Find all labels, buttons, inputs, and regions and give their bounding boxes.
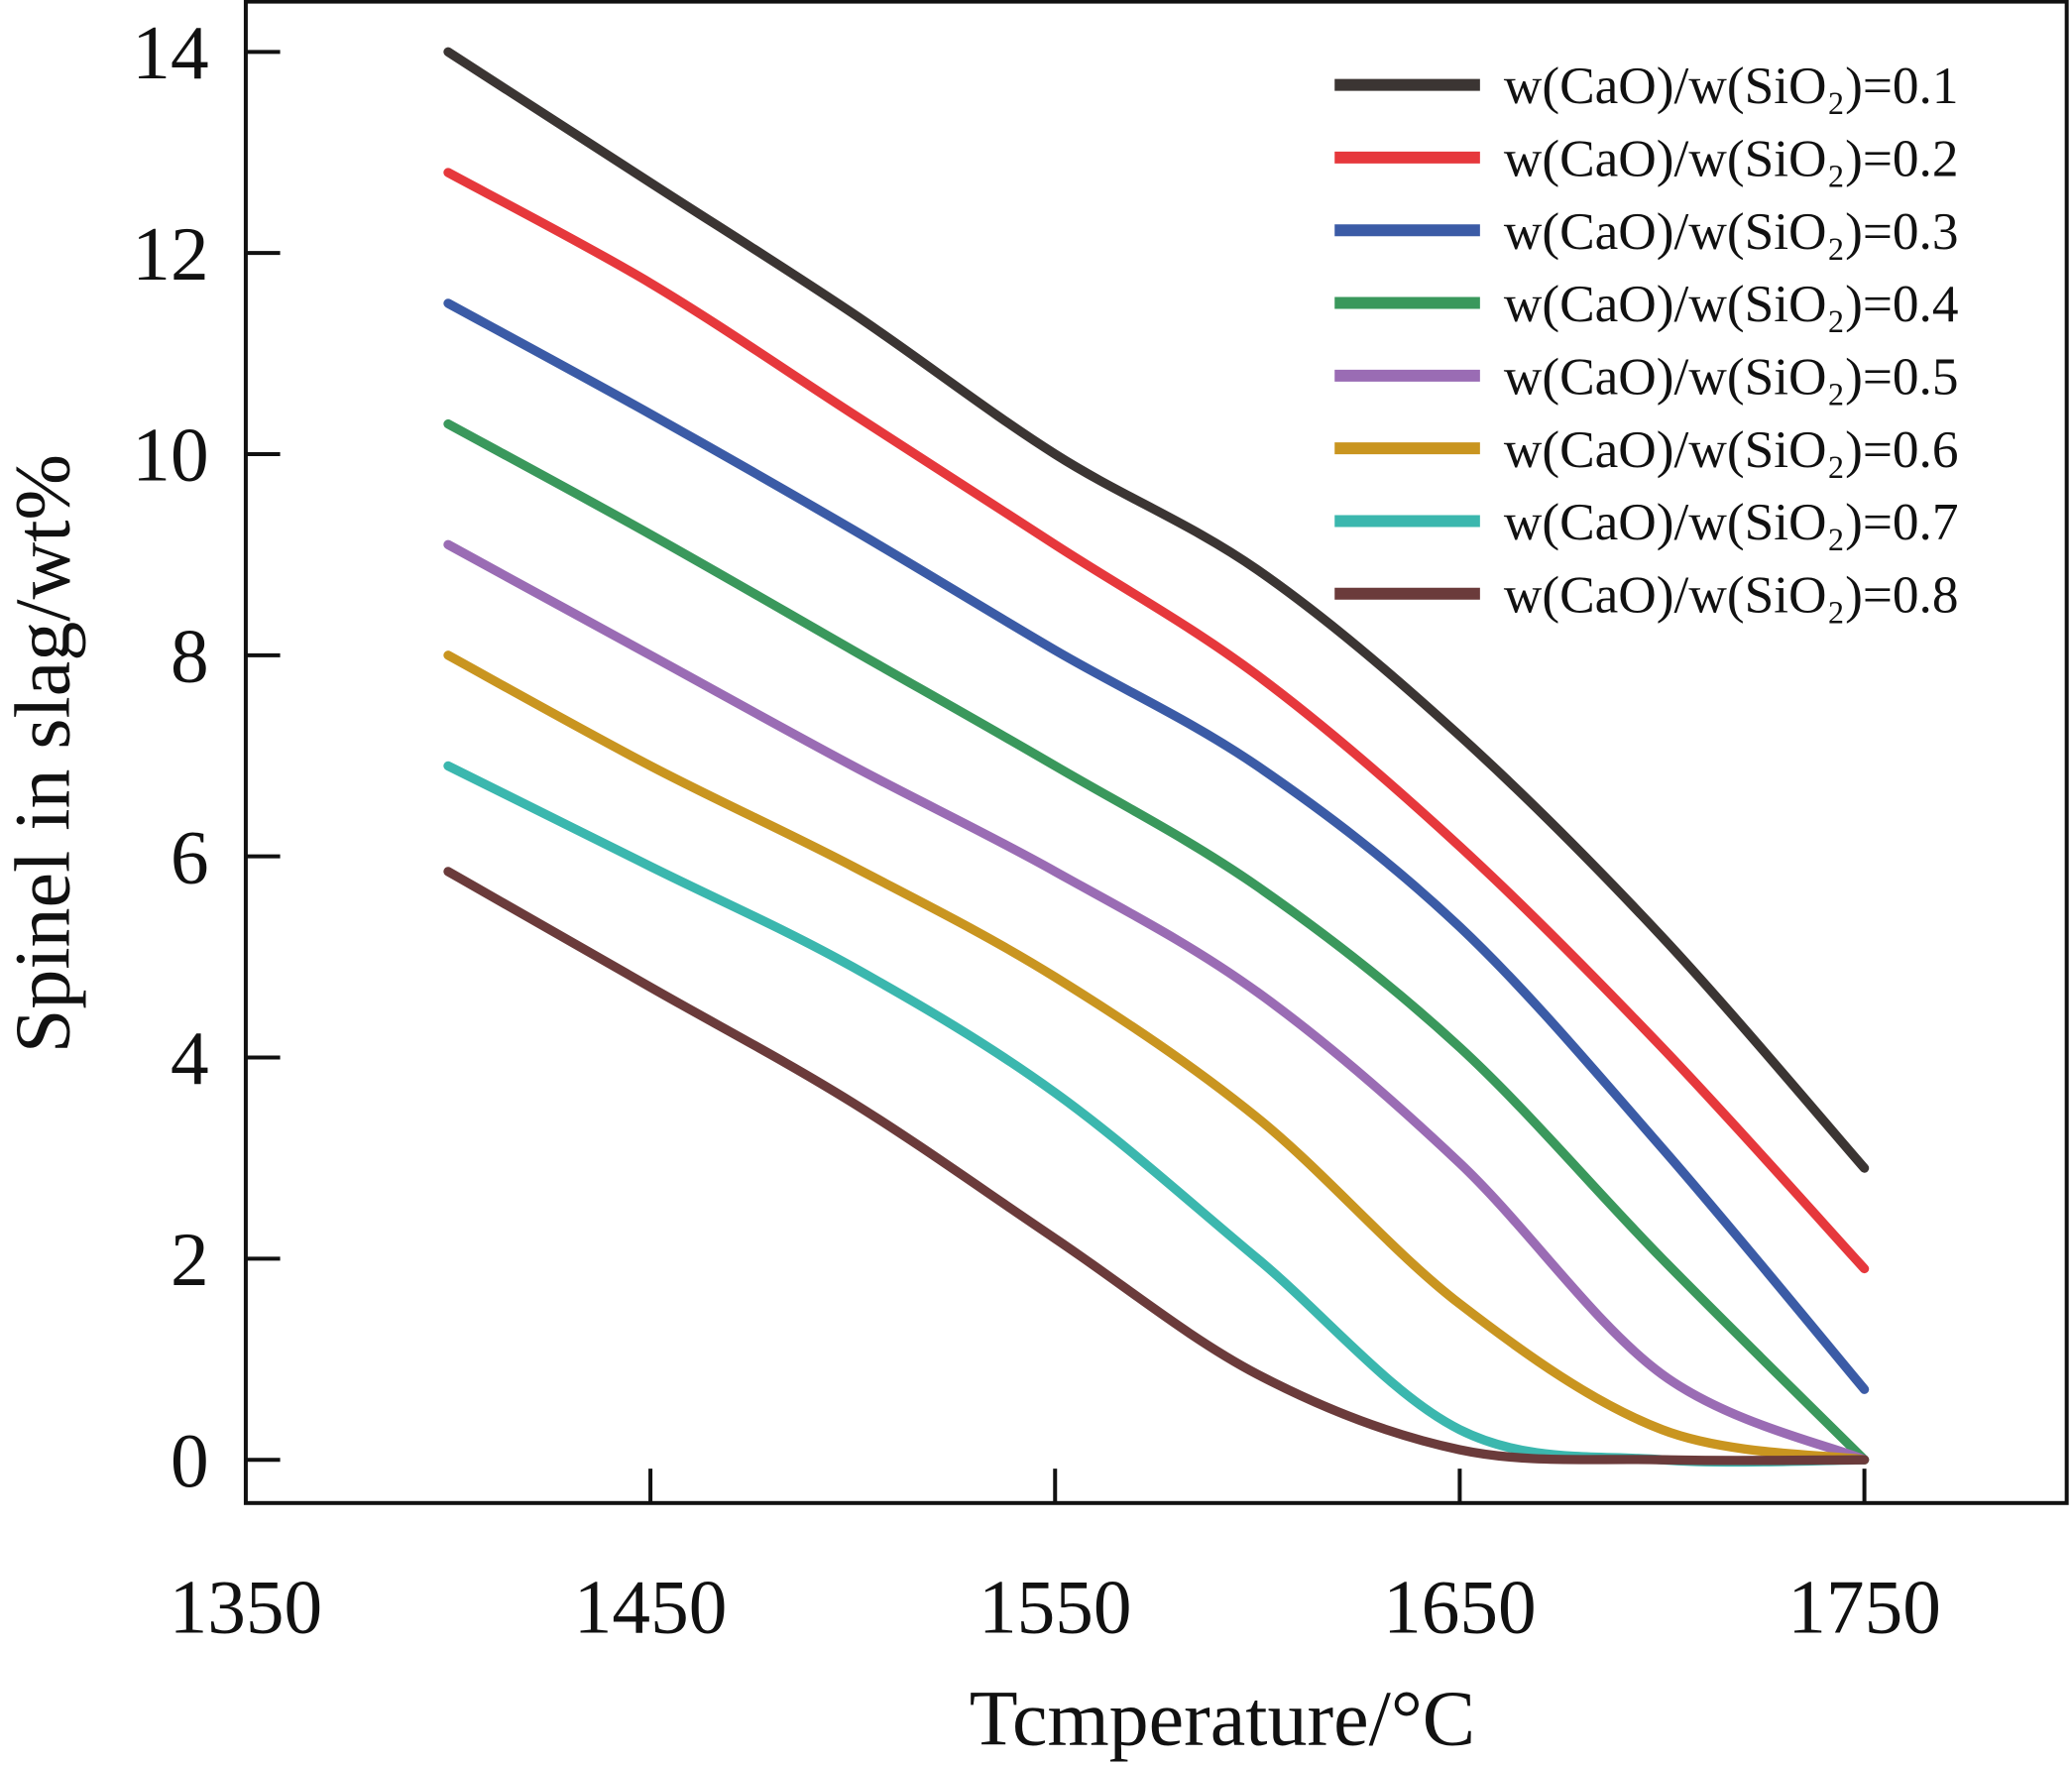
series-line-3 <box>443 298 1870 1394</box>
legend-label: w(CaO)/w(SiO₂)=0.6 <box>1504 419 1959 479</box>
y-tick-label: 4 <box>171 1015 209 1101</box>
legend-label: w(CaO)/w(SiO₂)=0.8 <box>1504 564 1959 624</box>
y-tick-label: 12 <box>132 211 208 296</box>
series-line-4 <box>443 418 1870 1465</box>
y-tick-label: 0 <box>171 1418 209 1503</box>
legend-label: w(CaO)/w(SiO₂)=0.2 <box>1504 129 1959 188</box>
x-tick-label: 1650 <box>1383 1564 1537 1649</box>
series-line-5 <box>443 539 1870 1465</box>
plot-frame <box>243 0 2069 1505</box>
y-tick-label: 10 <box>132 412 208 498</box>
x-tick-label: 1350 <box>170 1564 323 1649</box>
x-tick-label: 1750 <box>1787 1564 1941 1649</box>
y-tick-label: 2 <box>171 1217 209 1302</box>
series-line-2 <box>443 168 1870 1274</box>
legend-label: w(CaO)/w(SiO₂)=0.7 <box>1504 492 1959 551</box>
x-tick-label: 1450 <box>574 1564 728 1649</box>
legend: w(CaO)/w(SiO₂)=0.1 w(CaO)/w(SiO₂)=0.2 w(Ca… <box>1334 56 1959 624</box>
series-line-6 <box>443 650 1870 1465</box>
x-axis-label: Tcmperature/°C <box>970 1676 1475 1763</box>
axis-ticks: 1350 1450 1550 1650 1750 0 2 4 6 8 10 12 14 <box>132 10 1941 1649</box>
legend-label: w(CaO)/w(SiO₂)=0.3 <box>1504 201 1959 261</box>
legend-label: w(CaO)/w(SiO₂)=0.1 <box>1504 56 1959 115</box>
y-tick-label: 14 <box>132 10 208 95</box>
y-axis-label: Spinel in slag/wt% <box>0 454 86 1053</box>
legend-label: w(CaO)/w(SiO₂)=0.4 <box>1504 274 1959 333</box>
y-tick-label: 8 <box>171 613 209 698</box>
x-tick-label: 1550 <box>978 1564 1132 1649</box>
series-line-8 <box>443 867 1870 1466</box>
series-line-7 <box>443 761 1870 1468</box>
series-line-1 <box>443 47 1870 1173</box>
y-tick-label: 6 <box>171 814 209 899</box>
series-lines <box>443 47 1870 1468</box>
legend-label: w(CaO)/w(SiO₂)=0.5 <box>1504 346 1959 406</box>
